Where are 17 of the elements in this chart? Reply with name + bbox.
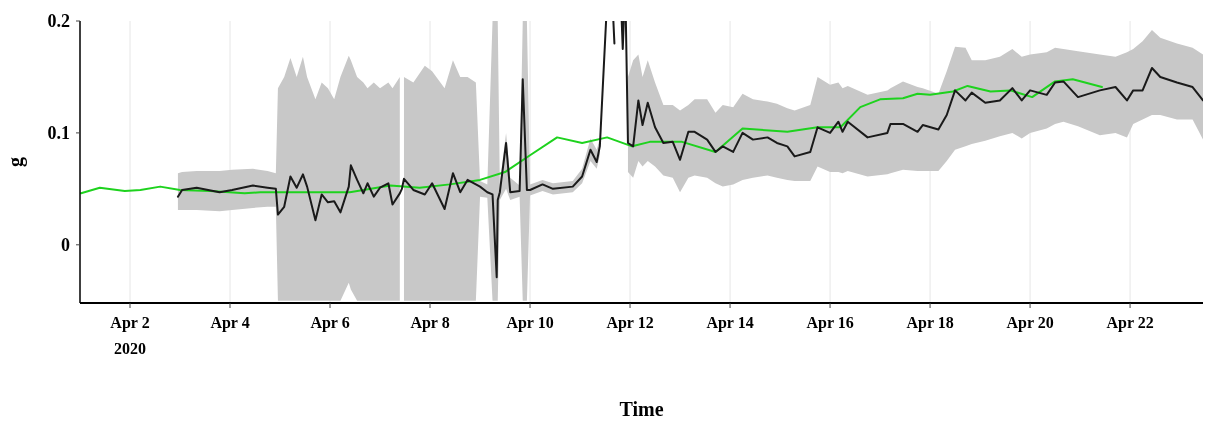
x-tick-label: Apr 4 — [210, 314, 250, 332]
y-tick-label: 0.1 — [47, 123, 70, 144]
x-tick-label: Apr 12 — [606, 314, 654, 332]
x-tick-label: Apr 10 — [506, 314, 554, 332]
x-tick-label: Apr 8 — [410, 314, 450, 332]
y-axis-title: g — [4, 157, 27, 167]
x-tick-label: Apr 22 — [1106, 314, 1154, 332]
y-tick-label: 0 — [61, 235, 70, 256]
x-tick-label: Apr 14 — [706, 314, 754, 332]
x-axis-title: Time — [619, 398, 664, 420]
x-tick-label: Apr 20 — [1006, 314, 1054, 332]
x-tick-label: Apr 16 — [806, 314, 854, 332]
x-tick-label: Apr 2 2020 — [110, 314, 150, 357]
y-tick-label: 0.2 — [47, 11, 70, 32]
line-series — [80, 78, 1103, 195]
x-tick-label: Apr 18 — [906, 314, 954, 332]
x-tick-label: Apr 6 — [310, 314, 350, 332]
